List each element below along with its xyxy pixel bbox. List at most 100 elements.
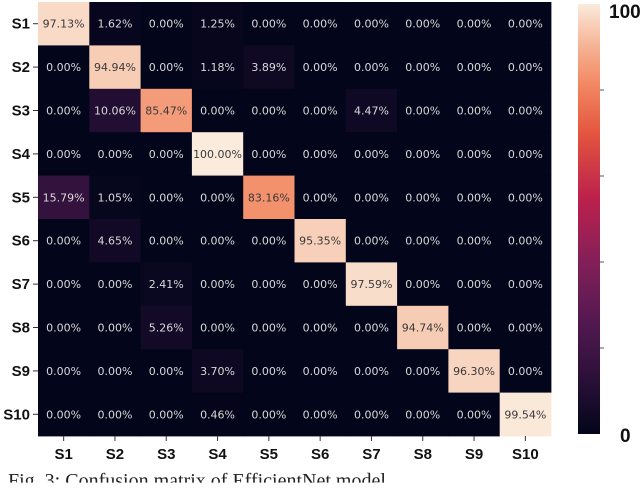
cell-value-label: 1.05%: [97, 191, 132, 204]
heatmap-cell: [191, 219, 244, 263]
cell-value-label: 0.00%: [251, 278, 286, 291]
heatmap-cell: [89, 2, 141, 46]
cell-value-label: 0.00%: [354, 61, 389, 74]
heatmap-cell: [448, 392, 501, 437]
heatmap-cell: [345, 175, 398, 220]
heatmap-cell: [89, 392, 141, 437]
cell-value-label: 10.06%: [94, 105, 136, 118]
heatmap-cell: [38, 2, 90, 46]
y-tick-label: S5: [12, 189, 30, 206]
heatmap-cell: [38, 132, 90, 176]
y-tick-label: S1: [12, 16, 30, 33]
cell-value-label: 0.00%: [303, 18, 338, 31]
cell-value-label: 0.00%: [508, 61, 543, 74]
cell-value-label: 0.00%: [97, 322, 132, 335]
cell-value-label: 1.25%: [200, 18, 235, 31]
cell-value-label: 0.00%: [508, 278, 543, 291]
heatmap-cell: [448, 219, 501, 263]
cell-value-label: 0.00%: [149, 191, 184, 204]
heatmap-cell: [397, 262, 449, 307]
heatmap-cell: [448, 45, 501, 90]
heatmap-cell: [140, 392, 193, 437]
heatmap-cell: [294, 262, 347, 307]
cell-value-label: 0.00%: [508, 105, 543, 118]
heatmap-cell: [397, 392, 449, 437]
x-tick-label: S10: [512, 446, 539, 463]
cell-value-label: 3.89%: [251, 61, 286, 74]
cell-value-label: 0.00%: [200, 235, 235, 248]
x-tick-label: S3: [157, 446, 175, 463]
heatmap-cell: [499, 132, 552, 176]
cell-value-label: 0.00%: [405, 235, 440, 248]
y-tick-label: S6: [12, 233, 30, 250]
heatmap-cell: [294, 2, 347, 46]
cell-value-label: 0.00%: [457, 322, 492, 335]
heatmap-cell: [448, 305, 501, 350]
x-tick-label: S6: [311, 446, 329, 463]
cell-value-label: 0.00%: [508, 191, 543, 204]
heatmap-cell: [191, 2, 244, 46]
cell-value-label: 0.00%: [251, 408, 286, 421]
cell-value-label: 0.00%: [457, 278, 492, 291]
colorbar-max-label: 100: [609, 2, 640, 23]
cell-value-label: 0.00%: [405, 365, 440, 378]
heatmap-cell: [243, 219, 295, 263]
cell-value-label: 95.35%: [299, 235, 341, 248]
heatmap-cell: [38, 305, 90, 350]
heatmap-cell: [140, 132, 193, 176]
cell-value-label: 0.00%: [405, 148, 440, 161]
heatmap-cell: [38, 88, 90, 133]
heatmap-cell: [89, 175, 141, 220]
heatmap-cell: [499, 88, 552, 133]
y-tick-label: S9: [12, 363, 30, 380]
heatmap-cell: [397, 2, 449, 46]
cell-value-label: 100.00%: [193, 148, 242, 161]
cell-value-label: 94.94%: [94, 61, 136, 74]
heatmap-cell: [397, 349, 449, 393]
cell-value-label: 2.41%: [149, 278, 184, 291]
cell-value-label: 0.00%: [457, 61, 492, 74]
heatmap-cell: [243, 132, 295, 176]
x-axis-ticks: S1 S2 S3 S4 S5 S6 S7 S8 S9 S10: [54, 436, 539, 463]
x-tick-label: S9: [465, 446, 483, 463]
heatmap-cell: [191, 305, 244, 350]
cell-value-label: 0.00%: [303, 61, 338, 74]
heatmap-cell: [89, 349, 141, 393]
heatmap-cell: [499, 349, 552, 393]
x-tick-label: S5: [260, 446, 278, 463]
cell-value-label: 0.00%: [405, 105, 440, 118]
heatmap-cell: [294, 132, 347, 176]
cell-value-label: 85.47%: [145, 105, 187, 118]
heatmap-cell: [397, 88, 449, 133]
cell-value-label: 0.00%: [457, 235, 492, 248]
cell-value-label: 0.00%: [354, 148, 389, 161]
cell-value-label: 83.16%: [248, 191, 290, 204]
cell-value-label: 94.74%: [402, 322, 444, 335]
heatmap-cell: [191, 45, 244, 90]
heatmap-cell: [243, 175, 295, 220]
heatmap-cell: [243, 262, 295, 307]
cell-value-label: 4.47%: [354, 105, 389, 118]
heatmap-cell: [499, 262, 552, 307]
colorbar-min-label: 0: [620, 426, 631, 447]
heatmap-cell: [243, 392, 295, 437]
cell-value-label: 0.00%: [46, 322, 81, 335]
heatmap-cell: [448, 175, 501, 220]
cell-value-label: 0.00%: [354, 322, 389, 335]
heatmap-cell: [294, 305, 347, 350]
cell-value-label: 0.00%: [457, 408, 492, 421]
cell-value-label: 0.00%: [457, 105, 492, 118]
cell-value-label: 0.00%: [354, 191, 389, 204]
heatmap-cell: [243, 45, 295, 90]
heatmap-cell: [345, 2, 398, 46]
cell-value-label: 0.00%: [200, 105, 235, 118]
cell-value-label: 0.00%: [405, 61, 440, 74]
figure-caption: Fig. 3: Confusion matrix of EfficientNet…: [8, 470, 386, 492]
cell-value-label: 0.00%: [251, 365, 286, 378]
y-tick-label: S4: [12, 146, 31, 163]
heatmap-cell: [345, 132, 398, 176]
heatmap-cell: [397, 132, 449, 176]
cell-value-label: 0.00%: [251, 235, 286, 248]
heatmap-cell: [191, 349, 244, 393]
heatmap-cell: [294, 349, 347, 393]
